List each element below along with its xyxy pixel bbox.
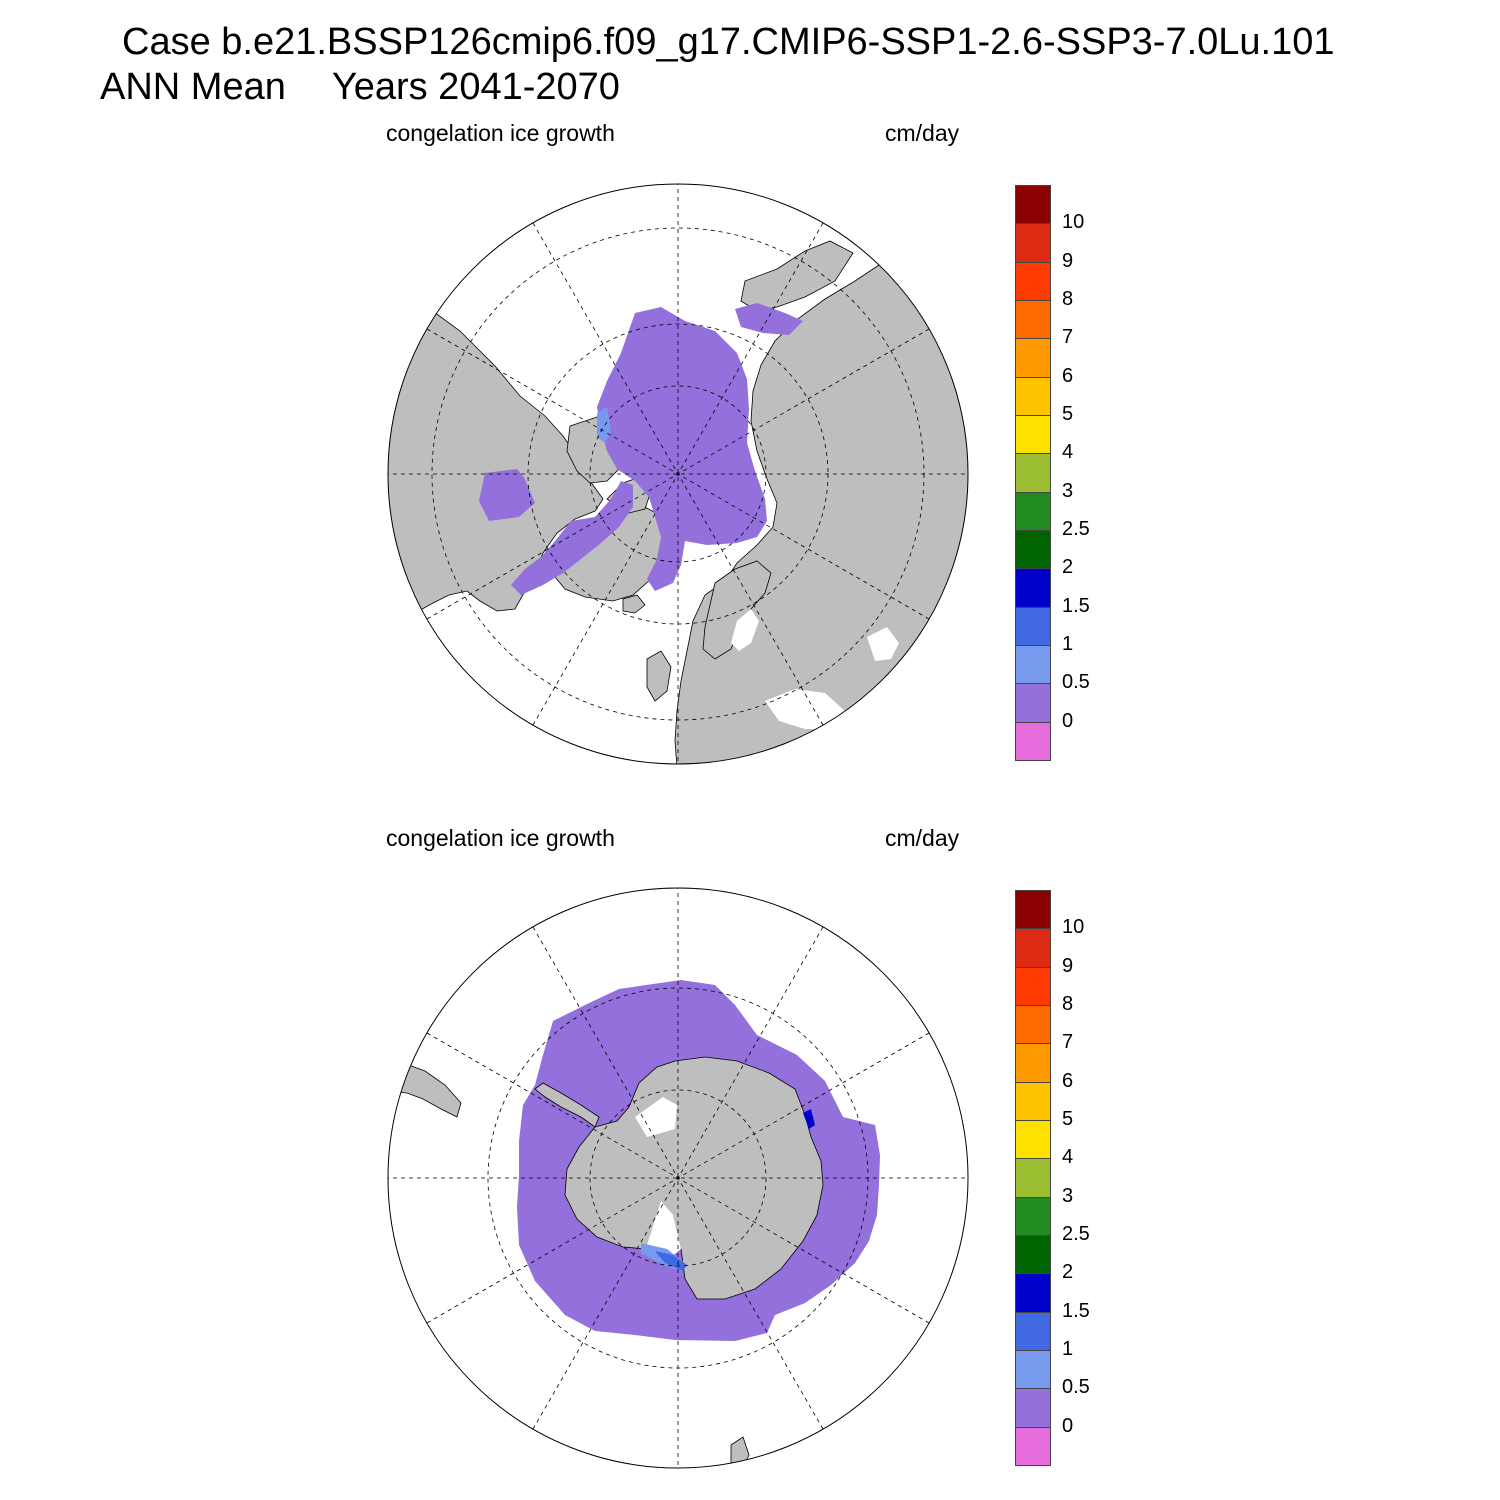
south-colorbar-label: 9 <box>1062 954 1074 977</box>
north-sea-ice-hudson <box>479 469 535 521</box>
years-label: Years 2041-2070 <box>331 66 620 108</box>
south-map-border <box>387 887 969 1469</box>
north-colorbar-box <box>1015 683 1051 723</box>
south-colorbar-box <box>1015 1273 1051 1313</box>
antarctic-peninsula <box>534 1082 600 1128</box>
north-colorbar-label: 4 <box>1062 441 1074 464</box>
south-colorbar: 10 9 8 7 6 5 4 3 2.5 2 1.5 1 0.5 0 <box>1015 890 1125 1466</box>
north-polar-map <box>387 183 969 765</box>
weddell-sea-gap <box>635 1097 677 1137</box>
south-colorbar-box <box>1015 966 1051 1006</box>
south-colorbar-label: 4 <box>1062 1146 1074 1169</box>
south-colorbar-label: 1 <box>1062 1338 1074 1360</box>
south-colorbar-label: 0 <box>1062 1414 1074 1437</box>
north-colorbar-label: 9 <box>1062 249 1074 272</box>
north-colorbar-label: 6 <box>1062 364 1074 387</box>
south-colorbar-box <box>1015 1350 1051 1390</box>
north-colorbar-label: 1 <box>1062 633 1074 655</box>
south-colorbar-box <box>1015 1426 1051 1466</box>
south-colorbar-label: 2 <box>1062 1261 1074 1284</box>
north-colorbar-box <box>1015 376 1051 416</box>
south-colorbar-box <box>1015 1120 1051 1160</box>
north-colorbar-box <box>1015 568 1051 608</box>
north-map-border <box>387 183 969 765</box>
south-colorbar-label: 5 <box>1062 1108 1074 1130</box>
south-colorbar-label: 8 <box>1062 993 1074 1015</box>
south-colorbar-box <box>1015 1005 1051 1045</box>
south-colorbar-box <box>1015 1388 1051 1428</box>
north-colorbar-box <box>1015 606 1051 646</box>
south-colorbar-label: 10 <box>1062 916 1085 939</box>
south-colorbar-label: 0.5 <box>1062 1376 1090 1399</box>
north-colorbar: 10 9 8 7 6 5 4 3 2.5 2 1.5 1 0.5 0 <box>1015 185 1125 761</box>
south-strong-ice-coast <box>803 1109 815 1129</box>
north-colorbar-label: 7 <box>1062 326 1074 349</box>
south-colorbar-box <box>1015 1081 1051 1121</box>
north-variable-label: congelation ice growth <box>386 120 615 146</box>
south-graticule <box>388 888 968 1468</box>
north-colorbar-box <box>1015 300 1051 340</box>
north-sea-ice-baffin <box>511 481 633 595</box>
south-colorbar-box <box>1015 1196 1051 1236</box>
plot-title: Case b.e21.BSSP126cmip6.f09_g17.CMIP6-SS… <box>122 21 1335 63</box>
north-units-label: cm/day <box>885 120 960 146</box>
iceland-land <box>622 594 646 614</box>
north-colorbar-label: 1.5 <box>1062 594 1090 617</box>
north-america-land <box>388 300 604 622</box>
mediterranean-gap <box>765 689 845 729</box>
north-colorbar-box <box>1015 491 1051 531</box>
ross-ice-shelf-gap <box>647 1201 681 1257</box>
north-thin-ice-edge <box>597 407 611 443</box>
period-label: ANN Mean <box>100 66 286 108</box>
south-colorbar-box <box>1015 1311 1051 1351</box>
north-colorbar-box <box>1015 645 1051 685</box>
north-colorbar-label: 0 <box>1062 709 1074 732</box>
north-colorbar-box <box>1015 415 1051 455</box>
north-colorbar-box <box>1015 453 1051 493</box>
south-colorbar-label: 6 <box>1062 1069 1074 1092</box>
south-colorbar-box <box>1015 1043 1051 1083</box>
south-colorbar-label: 7 <box>1062 1031 1074 1054</box>
north-colorbar-box <box>1015 721 1051 761</box>
north-colorbar-label: 8 <box>1062 288 1074 310</box>
south-colorbar-label: 3 <box>1062 1184 1074 1207</box>
south-colorbar-box <box>1015 928 1051 968</box>
south-colorbar-box <box>1015 890 1051 930</box>
south-polar-map <box>387 887 969 1469</box>
black-caspian-gap <box>867 627 899 661</box>
north-colorbar-label: 2 <box>1062 556 1074 579</box>
north-colorbar-label: 5 <box>1062 403 1074 425</box>
north-graticule <box>388 184 968 764</box>
south-colorbar-box <box>1015 1235 1051 1275</box>
north-colorbar-label: 0.5 <box>1062 671 1090 694</box>
north-colorbar-box <box>1015 223 1051 263</box>
north-colorbar-box <box>1015 185 1051 225</box>
north-sea-ice-bering <box>735 303 803 335</box>
south-variable-label: congelation ice growth <box>386 825 615 851</box>
north-sea-ice-east-greenland <box>647 517 685 591</box>
plot-subtitle: ANN Mean Years 2041-2070 <box>100 67 620 107</box>
north-colorbar-label: 10 <box>1062 211 1085 234</box>
north-colorbar-box <box>1015 338 1051 378</box>
south-units-label: cm/day <box>885 825 960 851</box>
south-colorbar-label: 1.5 <box>1062 1299 1090 1322</box>
north-colorbar-box <box>1015 530 1051 570</box>
north-colorbar-label: 3 <box>1062 479 1074 502</box>
north-colorbar-box <box>1015 261 1051 301</box>
south-colorbar-label: 2.5 <box>1062 1223 1090 1245</box>
south-colorbar-box <box>1015 1158 1051 1198</box>
british-isles-land <box>646 650 672 702</box>
baltic-sea-gap <box>731 609 759 651</box>
north-sea-ice-arctic <box>597 307 767 545</box>
north-colorbar-label: 2.5 <box>1062 518 1090 540</box>
